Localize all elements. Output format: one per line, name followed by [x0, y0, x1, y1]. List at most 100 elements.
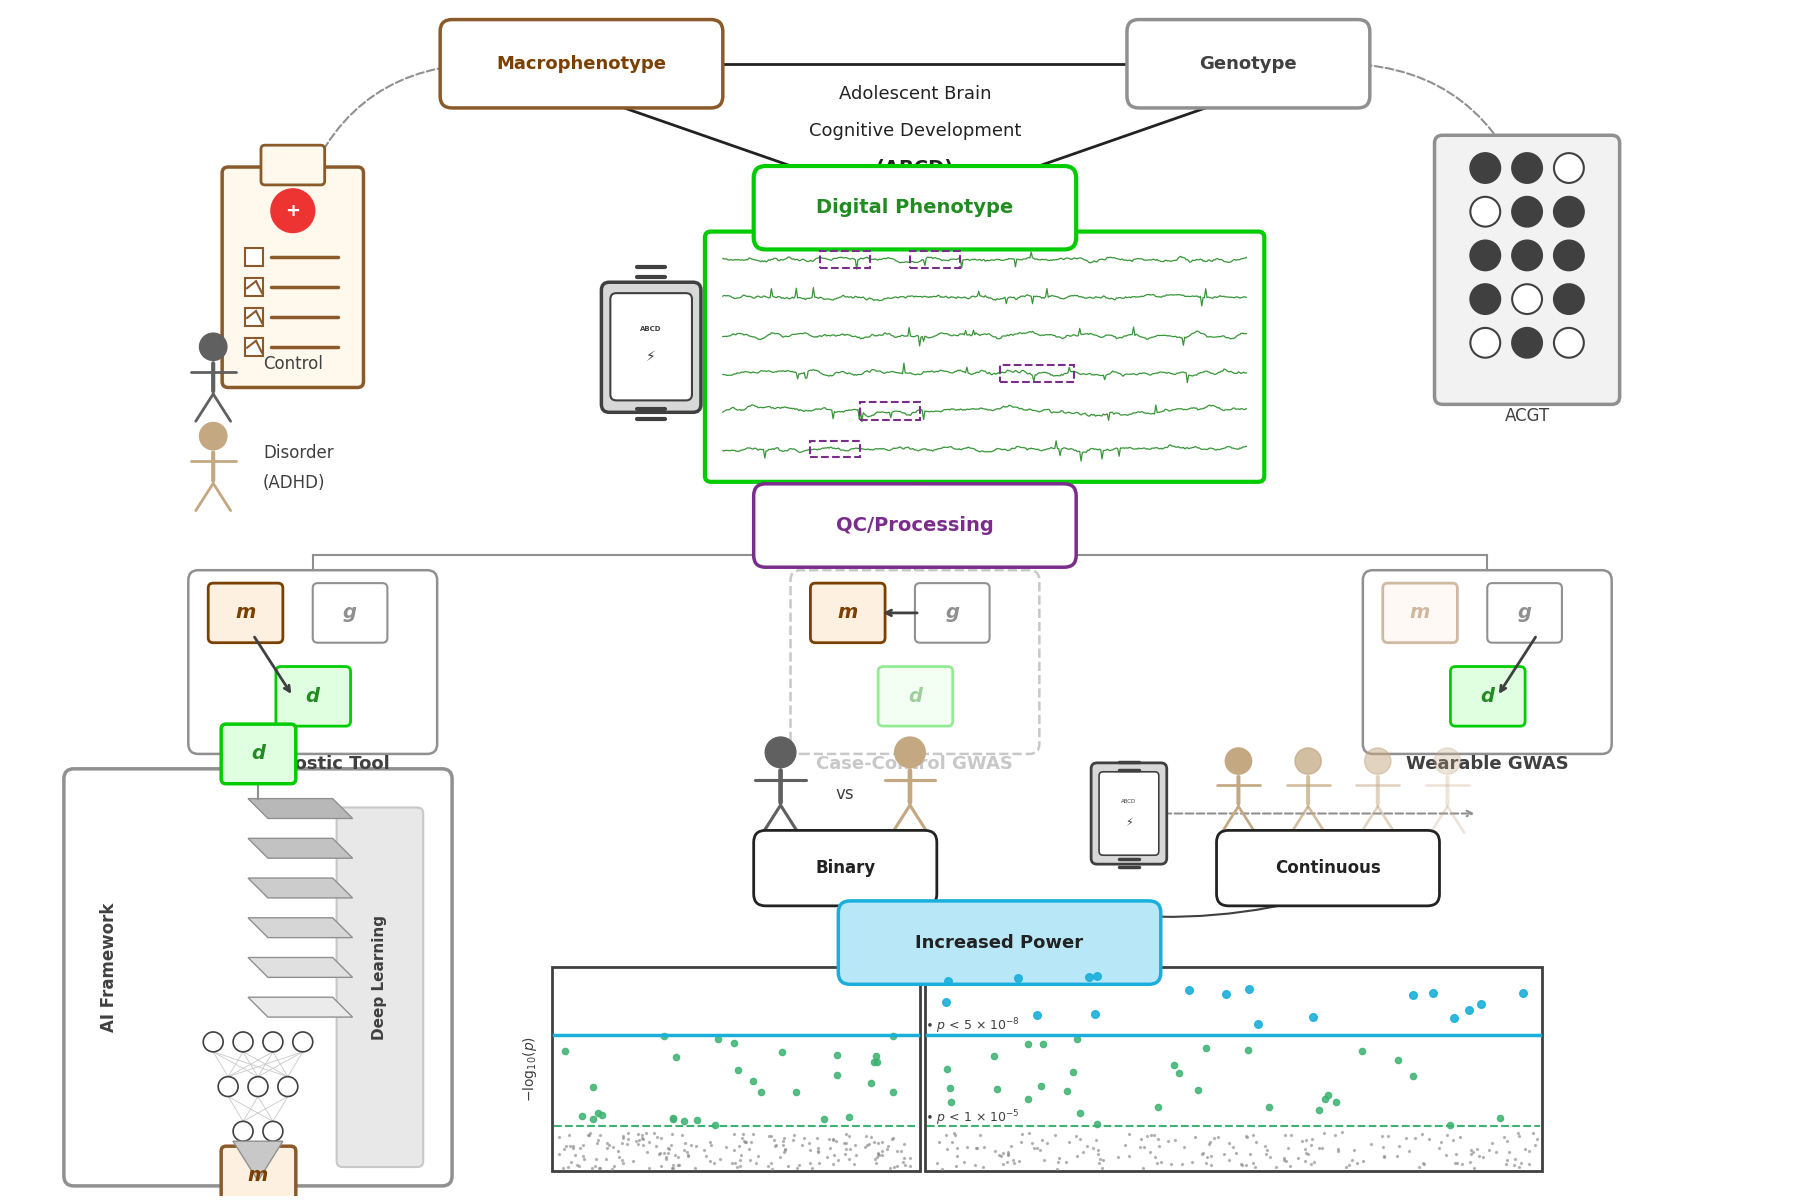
Point	[1031, 1134, 1060, 1153]
Point	[1296, 1154, 1325, 1174]
Point	[1085, 1150, 1114, 1169]
Point	[612, 1134, 641, 1153]
Point	[1021, 1139, 1049, 1158]
Point	[1055, 1132, 1084, 1151]
Point	[1305, 1138, 1334, 1157]
Point	[857, 1127, 886, 1146]
Point	[936, 1078, 965, 1097]
Point	[652, 1147, 680, 1166]
Point	[617, 1151, 646, 1170]
Point	[994, 1146, 1022, 1165]
Point	[758, 1159, 787, 1178]
Point	[950, 1152, 979, 1171]
Point	[940, 1126, 968, 1145]
Point	[1181, 1127, 1210, 1146]
Point	[1478, 1133, 1507, 1152]
Point	[1460, 1142, 1489, 1162]
Point	[1062, 1126, 1091, 1145]
Point	[1269, 1148, 1298, 1168]
Point	[1062, 1030, 1091, 1049]
Circle shape	[1471, 240, 1499, 270]
Point	[1125, 1138, 1154, 1157]
FancyBboxPatch shape	[261, 145, 324, 185]
Text: Macrophenotype: Macrophenotype	[497, 55, 666, 73]
Point	[855, 1134, 884, 1153]
Point	[700, 1153, 729, 1172]
Bar	[245, 248, 263, 266]
Point	[578, 1158, 607, 1177]
Point	[558, 1139, 587, 1158]
Point	[932, 1140, 961, 1159]
Point	[1192, 1147, 1220, 1166]
Point	[1456, 1140, 1485, 1159]
Point	[1089, 1151, 1118, 1170]
Point	[553, 1158, 581, 1177]
Point	[614, 1123, 643, 1142]
Text: m: m	[1409, 604, 1431, 623]
Point	[988, 1154, 1017, 1174]
Point	[769, 1136, 797, 1156]
Point	[1177, 1152, 1206, 1171]
FancyBboxPatch shape	[1451, 666, 1525, 726]
Point	[970, 1138, 999, 1157]
Text: (ABCD): (ABCD)	[877, 158, 954, 178]
Point	[878, 1128, 907, 1147]
Point	[598, 1138, 626, 1157]
Point	[725, 1151, 754, 1170]
Point	[659, 1158, 688, 1177]
Point	[1145, 1129, 1174, 1148]
Point	[729, 1132, 758, 1151]
Point	[1073, 1136, 1102, 1156]
Point	[835, 1108, 864, 1127]
Point	[1492, 1154, 1521, 1174]
Point	[769, 1129, 797, 1148]
Point	[1084, 966, 1112, 985]
Point	[1418, 983, 1447, 1002]
Point	[1215, 1133, 1244, 1152]
Point	[1240, 1158, 1269, 1177]
Point	[760, 1130, 788, 1150]
Circle shape	[200, 334, 227, 360]
Point	[1170, 1138, 1199, 1157]
Point	[1051, 1152, 1080, 1171]
Point	[1233, 1128, 1262, 1147]
Point	[585, 1158, 614, 1177]
Point	[1237, 1145, 1265, 1164]
Point	[1474, 1140, 1503, 1159]
Point	[581, 1157, 610, 1176]
Point	[790, 1128, 819, 1147]
FancyBboxPatch shape	[810, 583, 886, 643]
Point	[943, 1139, 972, 1158]
FancyBboxPatch shape	[1217, 830, 1440, 906]
Point	[1044, 1153, 1073, 1172]
Point	[560, 1146, 589, 1165]
FancyBboxPatch shape	[63, 769, 452, 1186]
Point	[979, 1046, 1008, 1066]
Text: $-$log$_{10}$($p$): $-$log$_{10}$($p$)	[520, 1036, 538, 1103]
Point	[1143, 1098, 1172, 1117]
Point	[569, 1146, 598, 1165]
Point	[1463, 1139, 1492, 1158]
Point	[983, 1079, 1012, 1098]
Point	[583, 1104, 612, 1123]
Point	[1235, 979, 1264, 998]
Point	[1408, 1124, 1436, 1144]
Point	[706, 1150, 734, 1169]
Point	[779, 1130, 808, 1150]
Point	[1273, 1152, 1301, 1171]
Point	[1332, 1157, 1361, 1176]
FancyBboxPatch shape	[839, 901, 1161, 984]
Point	[729, 1124, 758, 1144]
Point	[1085, 1154, 1114, 1174]
Point	[943, 1147, 972, 1166]
FancyBboxPatch shape	[754, 166, 1076, 250]
Point	[868, 1146, 896, 1165]
Point	[882, 1141, 911, 1160]
Point	[1231, 1156, 1260, 1175]
Point	[1271, 1126, 1300, 1145]
Point	[1078, 1138, 1107, 1157]
Point	[1082, 1130, 1111, 1150]
Point	[652, 1150, 680, 1169]
Point	[997, 1136, 1026, 1156]
Point	[608, 1127, 637, 1146]
